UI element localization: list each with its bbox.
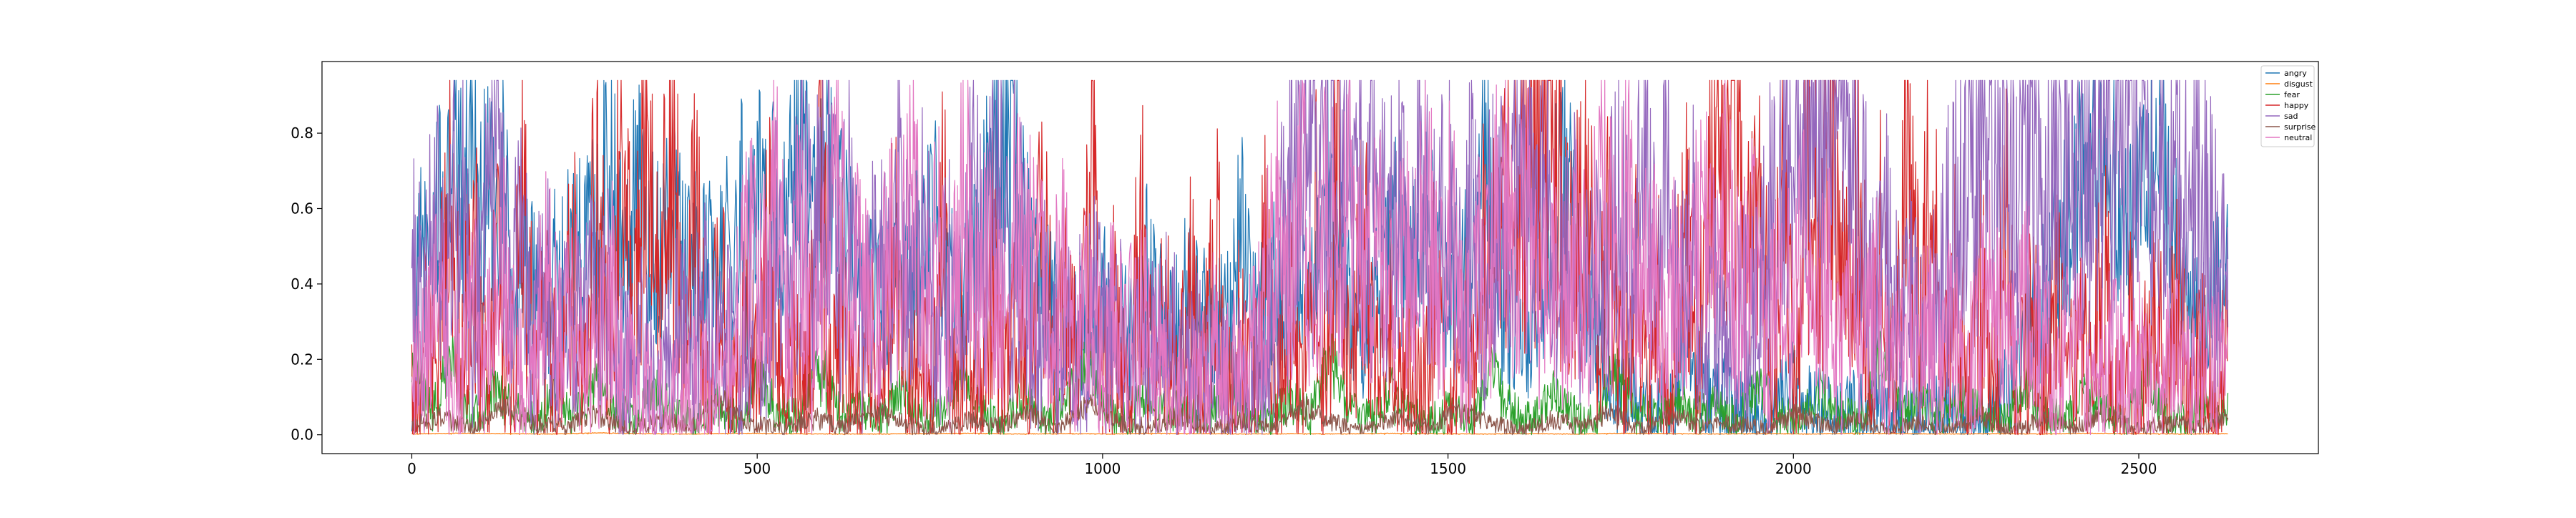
legend-label-angry: angry <box>2284 69 2307 78</box>
x-tick-label: 1000 <box>1084 460 1121 477</box>
x-axis: 0 500 1000 1500 2000 2500 <box>407 454 2157 477</box>
legend-label-happy: happy <box>2284 101 2309 110</box>
y-tick-label: 0.4 <box>291 275 313 293</box>
series-line-neutral <box>411 79 2229 436</box>
y-tick-label: 0.2 <box>291 351 313 368</box>
plot-frame <box>321 61 2319 454</box>
series-line-surprise <box>411 386 2229 436</box>
legend-label-neutral: neutral <box>2284 133 2312 142</box>
y-tick-label: 0.0 <box>291 426 313 444</box>
x-tick-label: 0 <box>407 460 416 477</box>
x-tick-label: 2000 <box>1775 460 1812 477</box>
series-line-disgust <box>411 432 2228 435</box>
y-axis: 0.0 0.2 0.4 0.6 0.8 <box>291 124 322 444</box>
x-tick-label: 2500 <box>2121 460 2157 477</box>
y-tick-label: 0.6 <box>291 200 313 218</box>
y-tick-label: 0.8 <box>291 124 313 142</box>
legend-label-sad: sad <box>2284 112 2298 121</box>
plot-lines <box>411 79 2229 436</box>
legend-label-fear: fear <box>2284 90 2300 99</box>
x-tick-label: 1500 <box>1430 460 1466 477</box>
x-tick-label: 500 <box>743 460 771 477</box>
legend-label-surprise: surprise <box>2284 122 2316 132</box>
legend-label-disgust: disgust <box>2284 79 2313 89</box>
